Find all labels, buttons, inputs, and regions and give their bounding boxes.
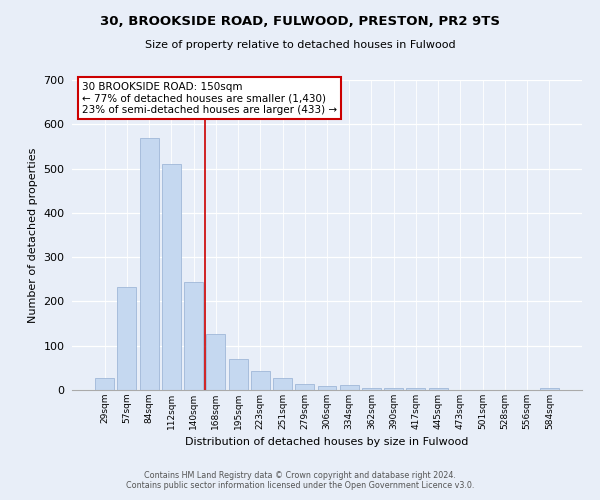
Bar bbox=[384, 388, 403, 390]
Bar bbox=[362, 388, 381, 390]
Bar bbox=[429, 388, 448, 390]
Bar bbox=[140, 138, 158, 390]
Bar bbox=[118, 288, 136, 390]
Text: 30, BROOKSIDE ROAD, FULWOOD, PRESTON, PR2 9TS: 30, BROOKSIDE ROAD, FULWOOD, PRESTON, PR… bbox=[100, 15, 500, 28]
Bar bbox=[273, 378, 292, 390]
Text: Size of property relative to detached houses in Fulwood: Size of property relative to detached ho… bbox=[145, 40, 455, 50]
Bar bbox=[406, 388, 425, 390]
Bar bbox=[251, 372, 270, 390]
Text: Contains HM Land Registry data © Crown copyright and database right 2024.
Contai: Contains HM Land Registry data © Crown c… bbox=[126, 470, 474, 490]
Bar bbox=[206, 334, 225, 390]
Bar bbox=[162, 164, 181, 390]
Text: 30 BROOKSIDE ROAD: 150sqm
← 77% of detached houses are smaller (1,430)
23% of se: 30 BROOKSIDE ROAD: 150sqm ← 77% of detac… bbox=[82, 82, 337, 115]
X-axis label: Distribution of detached houses by size in Fulwood: Distribution of detached houses by size … bbox=[185, 438, 469, 448]
Bar bbox=[229, 359, 248, 390]
Bar bbox=[317, 386, 337, 390]
Y-axis label: Number of detached properties: Number of detached properties bbox=[28, 148, 38, 322]
Bar bbox=[184, 282, 203, 390]
Bar bbox=[95, 378, 114, 390]
Bar bbox=[295, 384, 314, 390]
Bar bbox=[340, 385, 359, 390]
Bar bbox=[540, 388, 559, 390]
